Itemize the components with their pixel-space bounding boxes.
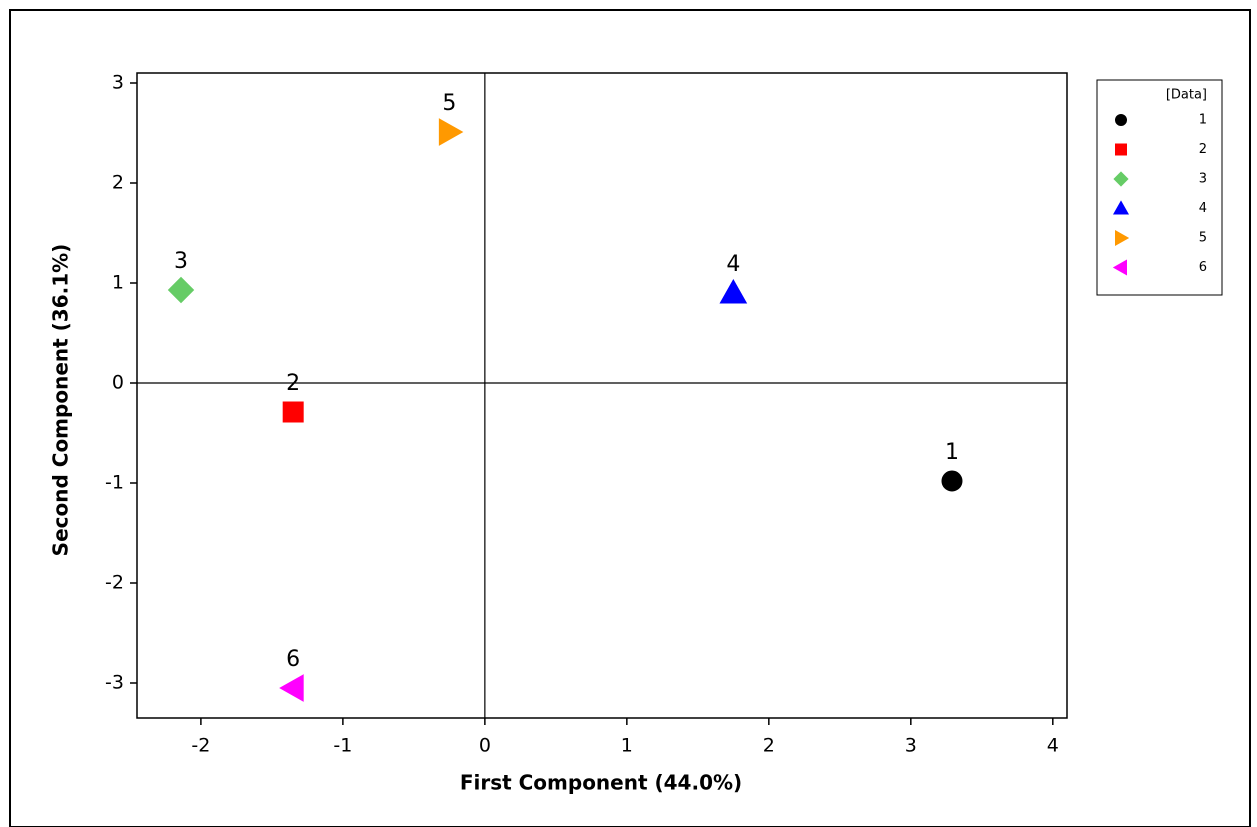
y-tick-label: 2 xyxy=(112,172,124,194)
legend-title: [Data] xyxy=(1166,88,1207,103)
legend-label: 5 xyxy=(1199,231,1207,246)
legend-marker xyxy=(1115,229,1130,247)
point xyxy=(167,276,195,304)
point-label: 1 xyxy=(945,440,959,465)
x-tick-label: 3 xyxy=(905,735,917,757)
point-label: 6 xyxy=(286,647,300,672)
point-label: 4 xyxy=(726,252,740,277)
legend-marker xyxy=(1114,114,1128,126)
point xyxy=(719,278,748,304)
y-axis-title: Second Component (36.1%) xyxy=(49,244,73,557)
y-tick-label: 1 xyxy=(112,272,124,294)
x-tick-label: 0 xyxy=(479,735,491,757)
frame xyxy=(9,9,1251,827)
legend-marker xyxy=(1112,200,1130,215)
y-tick-label: -3 xyxy=(105,672,124,694)
point xyxy=(282,401,304,423)
point xyxy=(941,470,963,492)
x-tick-label: 2 xyxy=(763,735,775,757)
y-tick-label: 3 xyxy=(112,72,124,94)
legend-marker xyxy=(1115,143,1127,156)
legend-marker xyxy=(1113,171,1129,187)
legend-label: 1 xyxy=(1199,113,1207,128)
legend-label: 2 xyxy=(1199,142,1207,157)
x-tick-label: 4 xyxy=(1047,735,1059,757)
legend-label: 4 xyxy=(1199,201,1207,216)
y-tick-label: -1 xyxy=(105,472,124,494)
plot-border xyxy=(136,72,1068,719)
legend-marker xyxy=(1112,259,1127,276)
y-tick-label: 0 xyxy=(112,372,124,394)
point xyxy=(279,674,304,702)
point-label: 2 xyxy=(286,371,300,396)
x-tick-label: -1 xyxy=(333,735,352,757)
x-axis-title: First Component (44.0%) xyxy=(460,771,742,795)
point xyxy=(438,118,464,146)
point-label: 3 xyxy=(174,249,188,274)
legend-label: 3 xyxy=(1199,172,1207,187)
legend-label: 6 xyxy=(1199,260,1207,275)
x-tick-label: -2 xyxy=(191,735,210,757)
point-label: 5 xyxy=(442,91,456,116)
y-tick-label: -2 xyxy=(105,572,124,594)
x-tick-label: 1 xyxy=(621,735,633,757)
